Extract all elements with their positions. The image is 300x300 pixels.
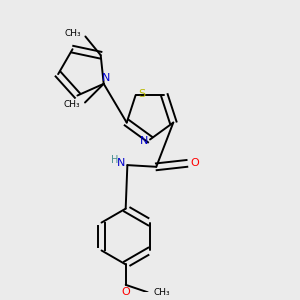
Text: CH₃: CH₃ [64,100,80,109]
Text: N: N [117,158,125,168]
Text: CH₃: CH₃ [64,29,81,38]
Text: H: H [111,155,118,165]
Text: S: S [138,88,145,98]
Text: CH₃: CH₃ [154,288,170,297]
Text: N: N [102,73,111,83]
Text: O: O [190,158,199,168]
Text: O: O [121,287,130,297]
Text: N: N [140,136,148,146]
